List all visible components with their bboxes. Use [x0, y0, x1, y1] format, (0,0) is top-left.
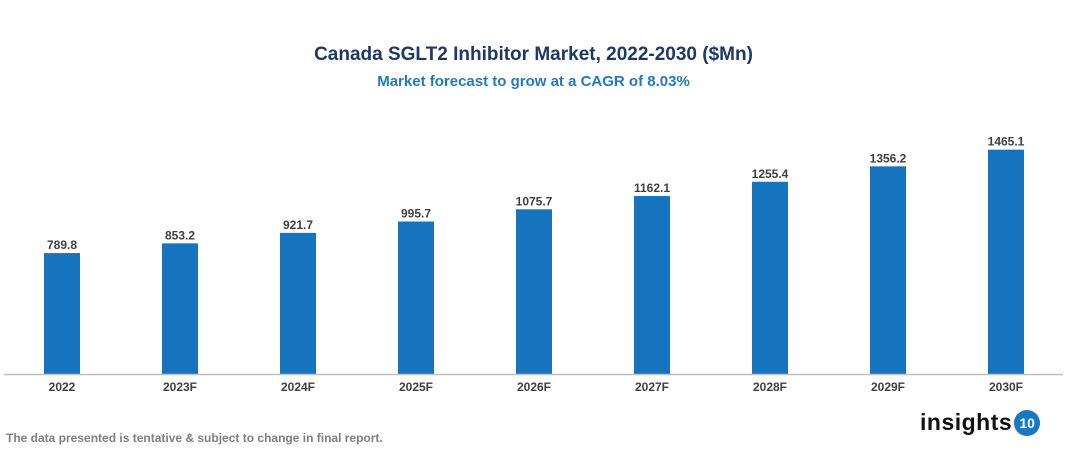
x-tick-label: 2028F	[753, 380, 787, 394]
data-label: 1356.2	[870, 151, 907, 165]
data-label: 1465.1	[988, 135, 1025, 149]
x-tick-label: 2027F	[635, 380, 669, 394]
x-tick-label: 2029F	[871, 380, 905, 394]
x-tick-label: 2026F	[517, 380, 551, 394]
bar	[870, 166, 906, 374]
logo-badge: 10	[1014, 409, 1041, 436]
data-label: 1255.4	[752, 167, 789, 181]
data-label: 995.7	[401, 207, 431, 221]
x-tick-label: 2025F	[399, 380, 433, 394]
data-label: 1075.7	[516, 194, 553, 208]
data-label: 1162.1	[634, 181, 670, 195]
chart-subtitle: Market forecast to grow at a CAGR of 8.0…	[377, 73, 690, 90]
chart-title: Canada SGLT2 Inhibitor Market, 2022-2030…	[314, 44, 753, 65]
bar	[516, 209, 552, 374]
bar	[162, 243, 198, 374]
x-tick-label: 2022	[49, 380, 76, 394]
data-label: 921.7	[283, 218, 313, 232]
bar	[634, 196, 670, 374]
bar	[988, 149, 1024, 374]
bar	[280, 232, 316, 374]
data-label: 853.2	[165, 228, 195, 242]
disclaimer-note: The data presented is tentative & subjec…	[6, 431, 383, 445]
data-label: 789.8	[47, 238, 77, 252]
bar	[752, 181, 788, 374]
logo-text: insights	[920, 409, 1013, 435]
bar	[44, 253, 80, 374]
x-tick-label: 2024F	[281, 380, 315, 394]
x-tick-label: 2023F	[163, 380, 197, 394]
x-tick-label: 2030F	[989, 380, 1023, 394]
bar	[398, 221, 434, 374]
insights10-logo: insights 10	[920, 409, 1041, 436]
